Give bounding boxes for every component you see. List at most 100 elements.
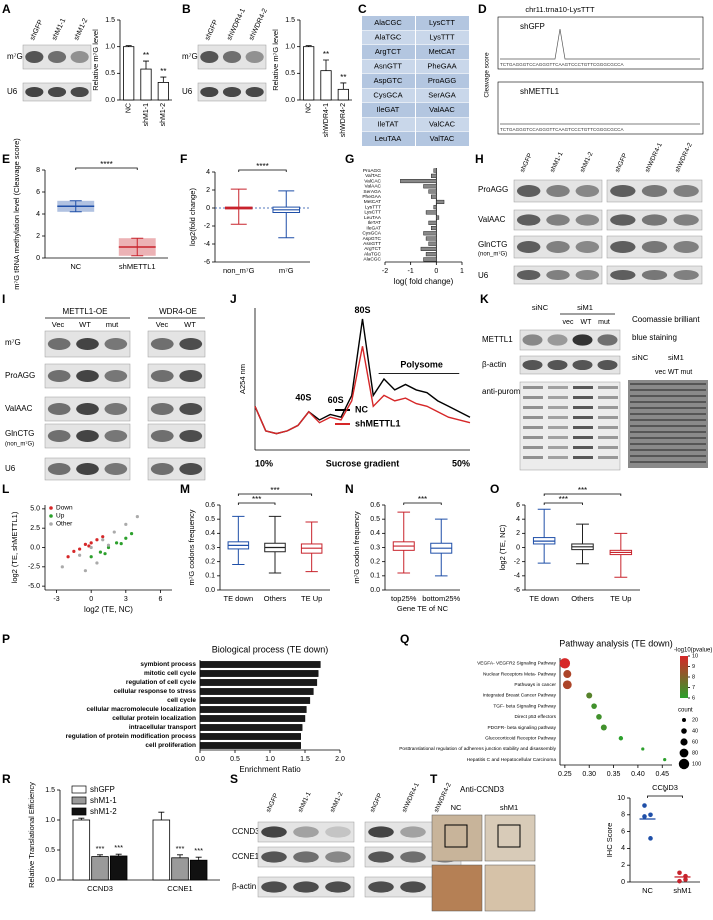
band [47, 463, 71, 475]
panel-letter: B [182, 2, 191, 16]
table-cell [416, 103, 469, 117]
x-tick-label: NC [126, 103, 133, 113]
y-tick-label: Pathways in cancer [514, 682, 556, 688]
significance: **** [100, 160, 112, 169]
row-label: U6 [7, 87, 18, 96]
y-tick-label: 1.0 [45, 817, 55, 824]
band [575, 185, 600, 197]
point [78, 547, 82, 551]
smear-band [598, 416, 618, 419]
bar [199, 670, 319, 677]
band [76, 430, 99, 442]
smear-band [573, 416, 593, 419]
dot [618, 736, 624, 741]
point [677, 878, 682, 884]
whisker [434, 553, 448, 577]
y-tick-label: Integrated Breast Cancer Pathway [483, 693, 557, 699]
bar [199, 742, 302, 749]
point [72, 549, 76, 553]
band [610, 269, 636, 281]
x-axis-label: Gene TE of NC [397, 604, 449, 613]
x-tick-label: shM1-1 [143, 103, 150, 126]
x-tick-label: Others [571, 594, 594, 603]
point [103, 552, 107, 556]
significance: ** [143, 51, 149, 60]
lane-label: WT [79, 320, 91, 329]
row-label: U6 [5, 464, 16, 473]
y-tick-label: 8 [621, 812, 625, 819]
band [546, 241, 570, 253]
error-bar [305, 45, 312, 47]
whisker [268, 551, 282, 574]
point [89, 541, 93, 545]
lane-label: shWDR4-1 [401, 781, 421, 813]
y-tick-label: AlaTGC [364, 251, 382, 257]
band [641, 185, 668, 197]
bar [199, 688, 314, 695]
x-tick-label: non_m⁷G [223, 266, 255, 275]
y-tick-label: 5.0 [30, 506, 40, 513]
lane-label: shGFP [29, 19, 45, 42]
bar [320, 70, 332, 101]
bar [431, 194, 437, 199]
y-tick-label: symbiont process [140, 661, 196, 668]
y-axis-label: log2(fold change) [188, 188, 197, 246]
y-tick-label: 6 [516, 502, 520, 509]
panel-letter: T [430, 772, 438, 786]
band [25, 51, 44, 63]
ihc-image [484, 864, 536, 912]
band [325, 851, 351, 863]
chart-title: Pathway analysis (TE down) [559, 638, 673, 648]
y-tick-label: -2 [204, 223, 210, 230]
table-cell [362, 74, 415, 88]
bar [303, 46, 315, 101]
point [648, 836, 653, 841]
band [641, 241, 668, 253]
dot [641, 747, 645, 751]
bracket [543, 493, 622, 496]
table-text: IleTAT [378, 119, 399, 128]
point [66, 555, 70, 559]
y-tick-label: -6 [204, 259, 210, 266]
y-tick-label: AsnGTT [363, 241, 381, 247]
smear-band [523, 446, 543, 449]
x-tick-label: CCNE1 [167, 884, 192, 893]
point [135, 514, 139, 519]
bar [152, 819, 171, 881]
panel-letter: L [2, 482, 9, 496]
y-tick-label: AlaCGC [363, 257, 381, 263]
point [112, 530, 116, 534]
legend-swatch [71, 796, 87, 805]
legend-title: count [678, 708, 693, 714]
panel-letter: A [2, 2, 11, 16]
bar [423, 184, 437, 189]
band [47, 403, 71, 415]
bracket [237, 493, 313, 496]
smear-band [548, 446, 568, 449]
bar [189, 859, 208, 881]
y-tick-label: 2 [206, 187, 210, 194]
table-cell [362, 88, 415, 103]
lane-label: Vec [52, 320, 65, 329]
point [60, 565, 64, 569]
smear-band [573, 406, 593, 409]
y-tick-label: 0.1 [205, 573, 215, 580]
band [610, 185, 636, 197]
smear-band [573, 426, 593, 429]
band [575, 214, 600, 226]
x-tick-label: shM1-2 [160, 103, 167, 126]
track-label: shMETTL1 [520, 87, 560, 96]
y-tick-label: ProAGG [363, 168, 381, 174]
legend-label: 7 [692, 685, 695, 691]
table-text: SerAGA [428, 90, 456, 99]
whisker [268, 515, 282, 544]
band [546, 185, 570, 197]
row-label: m⁷G [7, 52, 23, 61]
y-axis-label: m⁷G codon frequency [352, 511, 361, 584]
y-tick-label: IleTAT [368, 220, 381, 226]
x-tick-label: shMETTL1 [119, 262, 156, 271]
panel-letter: F [180, 152, 187, 166]
panel-letter: I [2, 292, 5, 306]
x-tick-label: 1.5 [300, 756, 310, 763]
legend-label: shGFP [90, 785, 115, 794]
